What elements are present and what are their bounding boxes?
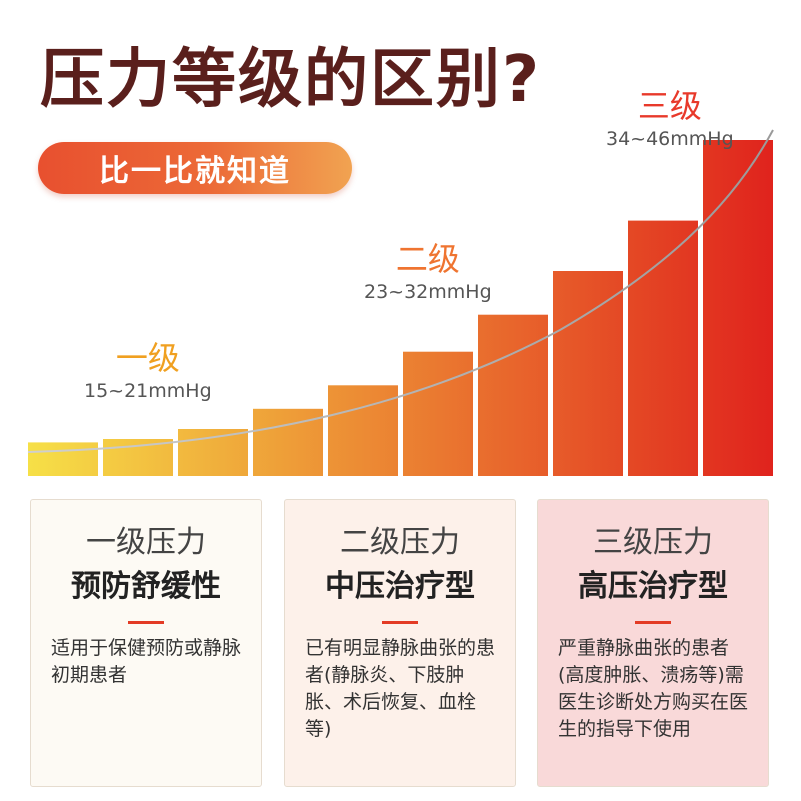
chart-bar-2 bbox=[103, 439, 173, 476]
card-3-subtitle: 高压治疗型 bbox=[578, 569, 728, 604]
chart-bar-6 bbox=[403, 351, 473, 476]
chart-bar-1 bbox=[28, 442, 98, 476]
card-1-divider bbox=[128, 621, 164, 624]
level-2-name: 二级 bbox=[395, 240, 460, 278]
card-2-description: 已有明显静脉曲张的患者(静脉炎、下肢肿胀、术后恢复、血栓等) bbox=[305, 637, 496, 740]
card-3-divider bbox=[635, 621, 671, 624]
card-level-1: 一级压力 预防舒缓性 适用于保健预防或静脉初期患者 bbox=[30, 499, 262, 787]
chart-bar-8 bbox=[553, 271, 623, 476]
card-1-title: 一级压力 bbox=[86, 525, 206, 560]
card-level-3: 三级压力 高压治疗型 严重静脉曲张的患者(高度肿胀、溃疡等)需医生诊断处方购买在… bbox=[537, 499, 769, 787]
level-1-range: 15~21mmHg bbox=[84, 380, 212, 402]
card-2-divider bbox=[382, 621, 418, 624]
level-1-label: 一级 15~21mmHg bbox=[84, 342, 212, 401]
chart-bar-7 bbox=[478, 314, 548, 476]
card-3-description: 严重静脉曲张的患者(高度肿胀、溃疡等)需医生诊断处方购买在医生的指导下使用 bbox=[558, 637, 749, 740]
level-1-name: 一级 bbox=[115, 339, 180, 377]
card-level-2: 二级压力 中压治疗型 已有明显静脉曲张的患者(静脉炎、下肢肿胀、术后恢复、血栓等… bbox=[284, 499, 516, 787]
chart-bar-3 bbox=[178, 429, 248, 476]
level-2-range: 23~32mmHg bbox=[364, 281, 492, 303]
level-3-range: 34~46mmHg bbox=[606, 128, 734, 150]
page-title: 压力等级的区别? bbox=[40, 43, 542, 117]
card-2-title: 二级压力 bbox=[340, 525, 460, 560]
chart-bar-9 bbox=[628, 220, 698, 476]
card-3-title: 三级压力 bbox=[593, 525, 713, 560]
level-3-name: 三级 bbox=[637, 87, 702, 125]
card-1-description: 适用于保健预防或静脉初期患者 bbox=[51, 637, 242, 686]
level-3-label: 三级 34~46mmHg bbox=[606, 90, 734, 149]
chart-bar-10 bbox=[703, 140, 773, 476]
chart-bar-5 bbox=[328, 385, 398, 476]
level-2-label: 二级 23~32mmHg bbox=[364, 243, 492, 302]
compare-pill: 比一比就知道 bbox=[38, 142, 352, 194]
card-1-subtitle: 预防舒缓性 bbox=[71, 569, 221, 604]
chart-curve bbox=[27, 129, 774, 453]
card-2-subtitle: 中压治疗型 bbox=[325, 569, 475, 604]
